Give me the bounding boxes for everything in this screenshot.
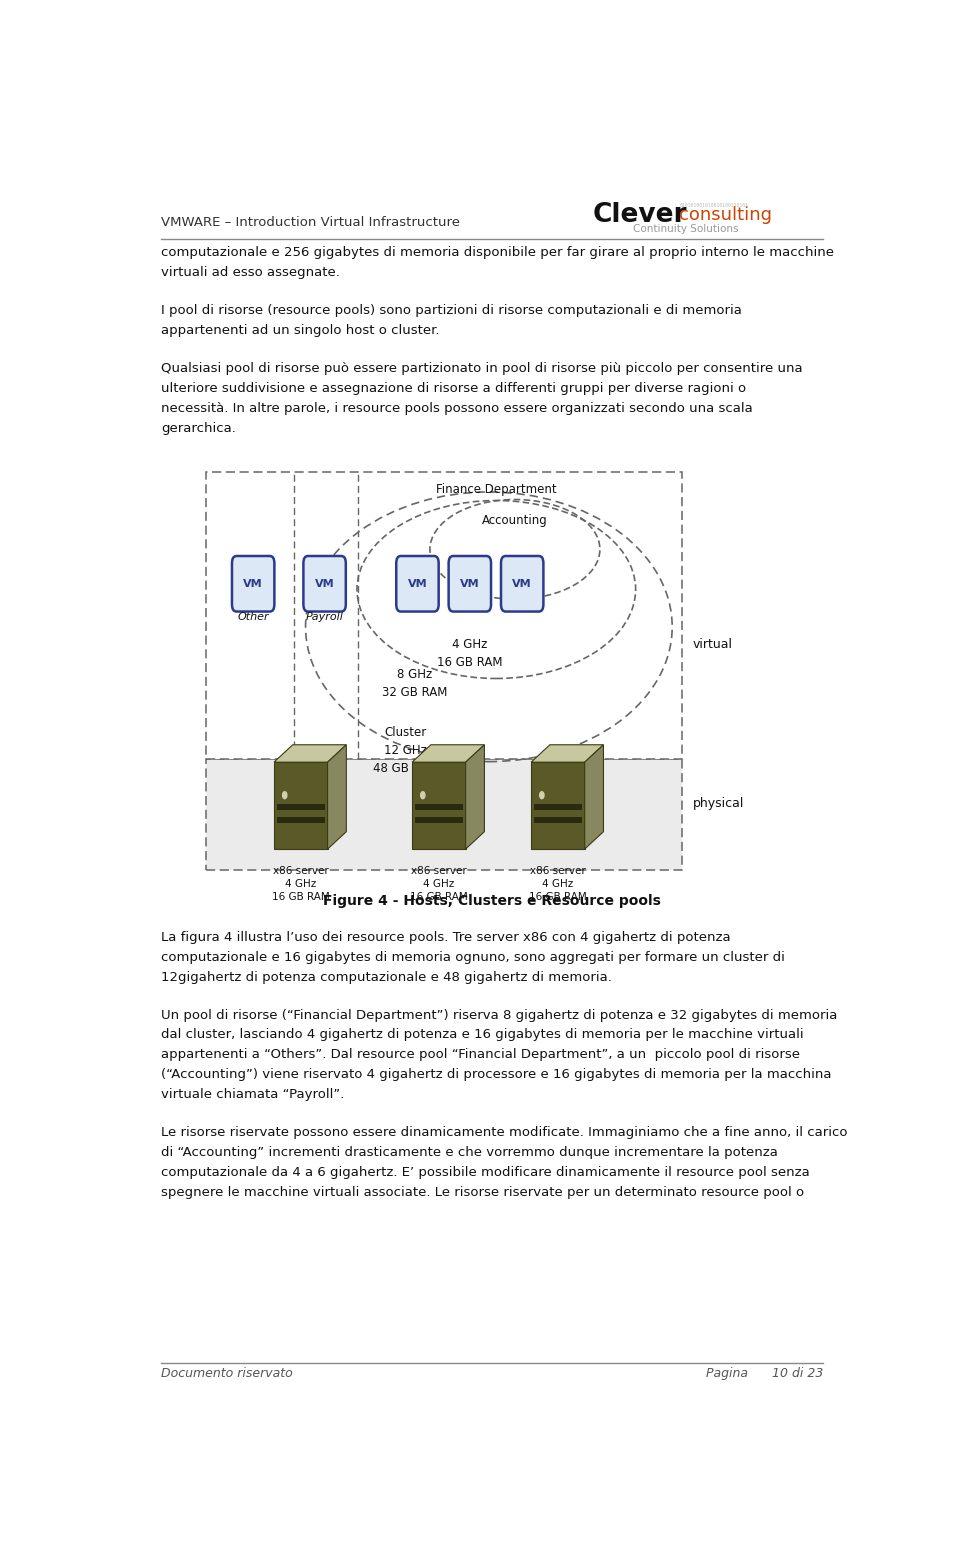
Text: x86 server
4 GHz
16 GB RAM: x86 server 4 GHz 16 GB RAM xyxy=(272,866,329,902)
Circle shape xyxy=(282,792,287,798)
Text: Clever: Clever xyxy=(592,202,687,229)
Polygon shape xyxy=(415,804,463,811)
Polygon shape xyxy=(534,804,582,811)
Polygon shape xyxy=(276,804,324,811)
Text: ulteriore suddivisione e assegnazione di risorse a differenti gruppi per diverse: ulteriore suddivisione e assegnazione di… xyxy=(161,383,746,395)
Text: appartenenti ad un singolo host o cluster.: appartenenti ad un singolo host o cluste… xyxy=(161,325,440,337)
Text: Qualsiasi pool di risorse può essere partizionato in pool di risorse più piccolo: Qualsiasi pool di risorse può essere par… xyxy=(161,362,803,375)
Text: Cluster
12 GHz
48 GB RAM: Cluster 12 GHz 48 GB RAM xyxy=(372,726,438,775)
Text: di “Accounting” incrementi drasticamente e che vorremmo dunque incrementare la p: di “Accounting” incrementi drasticamente… xyxy=(161,1146,778,1159)
Polygon shape xyxy=(327,745,347,850)
FancyBboxPatch shape xyxy=(205,759,682,870)
Text: necessità. In altre parole, i resource pools possono essere organizzati secondo : necessità. In altre parole, i resource p… xyxy=(161,401,753,416)
Text: x86 server
4 GHz
16 GB RAM: x86 server 4 GHz 16 GB RAM xyxy=(410,866,468,902)
Text: Payroll: Payroll xyxy=(305,612,344,621)
FancyBboxPatch shape xyxy=(232,557,275,612)
FancyBboxPatch shape xyxy=(205,472,682,759)
Text: Documento riservato: Documento riservato xyxy=(161,1367,293,1380)
Text: computazionale e 256 gigabytes di memoria disponibile per far girare al proprio : computazionale e 256 gigabytes di memori… xyxy=(161,246,834,259)
Polygon shape xyxy=(531,745,604,762)
Text: Un pool di risorse (“Financial Department”) riserva 8 gigahertz di potenza e 32 : Un pool di risorse (“Financial Departmen… xyxy=(161,1008,837,1022)
Circle shape xyxy=(540,792,544,798)
Text: VM: VM xyxy=(315,579,334,588)
Text: Figure 4 - Hosts, Clusters e Resource pools: Figure 4 - Hosts, Clusters e Resource po… xyxy=(324,894,660,908)
Polygon shape xyxy=(412,745,485,762)
Polygon shape xyxy=(531,762,585,850)
Text: computazionale da 4 a 6 gigahertz. E’ possibile modificare dinamicamente il reso: computazionale da 4 a 6 gigahertz. E’ po… xyxy=(161,1167,809,1179)
Text: 4 GHz
16 GB RAM: 4 GHz 16 GB RAM xyxy=(437,638,503,670)
FancyBboxPatch shape xyxy=(396,557,439,612)
Text: physical: physical xyxy=(693,797,744,811)
Text: 12gigahertz di potenza computazionale e 48 gigahertz di memoria.: 12gigahertz di potenza computazionale e … xyxy=(161,971,612,983)
Text: (“Accounting”) viene riservato 4 gigahertz di processore e 16 gigabytes di memor: (“Accounting”) viene riservato 4 gigaher… xyxy=(161,1068,831,1082)
Text: VM: VM xyxy=(244,579,263,588)
Polygon shape xyxy=(274,762,327,850)
Text: Accounting: Accounting xyxy=(482,514,548,527)
Circle shape xyxy=(420,792,425,798)
Text: x86 server
4 GHz
16 GB RAM: x86 server 4 GHz 16 GB RAM xyxy=(529,866,587,902)
Text: VM: VM xyxy=(460,579,480,588)
Polygon shape xyxy=(412,762,466,850)
Text: Finance Department: Finance Department xyxy=(436,483,557,495)
FancyBboxPatch shape xyxy=(448,557,491,612)
Text: virtuale chiamata “Payroll”.: virtuale chiamata “Payroll”. xyxy=(161,1088,345,1101)
Text: 8 GHz
32 GB RAM: 8 GHz 32 GB RAM xyxy=(382,668,447,699)
FancyBboxPatch shape xyxy=(501,557,543,612)
Polygon shape xyxy=(585,745,604,850)
Text: 010101001010010100110101: 010101001010010100110101 xyxy=(680,204,749,209)
FancyBboxPatch shape xyxy=(303,557,346,612)
Text: consulting: consulting xyxy=(680,207,773,224)
Text: VM: VM xyxy=(513,579,532,588)
Text: spegnere le macchine virtuali associate. Le risorse riservate per un determinato: spegnere le macchine virtuali associate.… xyxy=(161,1185,804,1200)
Text: VM: VM xyxy=(408,579,427,588)
Polygon shape xyxy=(274,745,347,762)
Polygon shape xyxy=(276,817,324,823)
Text: La figura 4 illustra l’uso dei resource pools. Tre server x86 con 4 gigahertz di: La figura 4 illustra l’uso dei resource … xyxy=(161,931,731,944)
Text: Le risorse riservate possono essere dinamicamente modificate. Immaginiamo che a : Le risorse riservate possono essere dina… xyxy=(161,1126,848,1140)
Text: appartenenti a “Others”. Dal resource pool “Financial Department”, a un  piccolo: appartenenti a “Others”. Dal resource po… xyxy=(161,1049,800,1062)
Text: virtual: virtual xyxy=(693,638,732,651)
Polygon shape xyxy=(466,745,485,850)
Polygon shape xyxy=(415,817,463,823)
Text: I pool di risorse (resource pools) sono partizioni di risorse computazionali e d: I pool di risorse (resource pools) sono … xyxy=(161,304,742,317)
Text: dal cluster, lasciando 4 gigahertz di potenza e 16 gigabytes di memoria per le m: dal cluster, lasciando 4 gigahertz di po… xyxy=(161,1029,804,1041)
Text: Other: Other xyxy=(237,612,269,621)
Text: computazionale e 16 gigabytes di memoria ognuno, sono aggregati per formare un c: computazionale e 16 gigabytes di memoria… xyxy=(161,950,784,964)
Polygon shape xyxy=(534,817,582,823)
Text: virtuali ad esso assegnate.: virtuali ad esso assegnate. xyxy=(161,267,340,279)
Text: gerarchica.: gerarchica. xyxy=(161,422,236,434)
Text: Pagina      10 di 23: Pagina 10 di 23 xyxy=(706,1367,823,1380)
Text: Continuity Solutions: Continuity Solutions xyxy=(634,224,739,234)
Text: VMWARE – Introduction Virtual Infrastructure: VMWARE – Introduction Virtual Infrastruc… xyxy=(161,216,460,229)
